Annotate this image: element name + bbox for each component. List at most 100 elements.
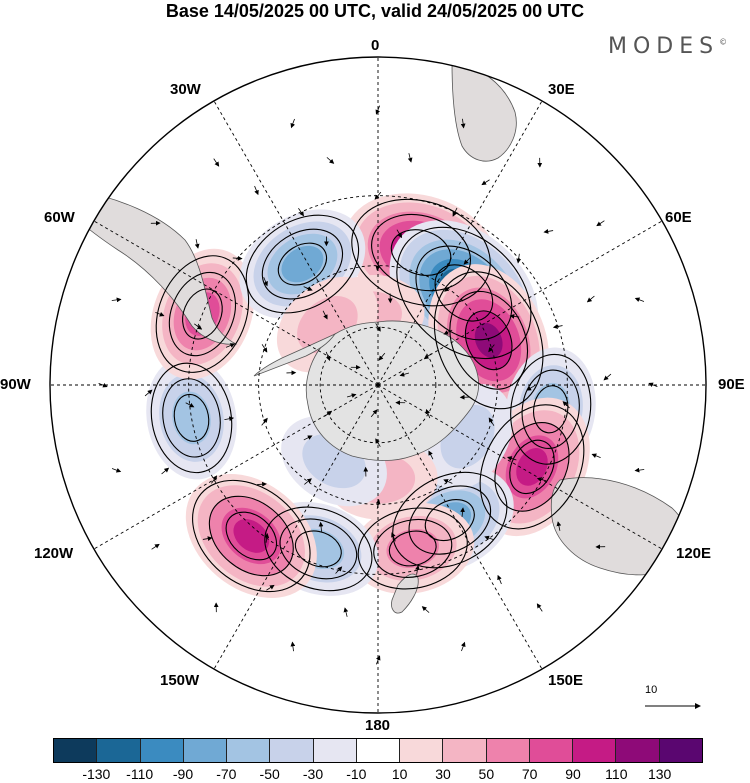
wind-arrow [509,314,520,319]
wind-arrow [304,478,312,485]
colorbar-swatch [443,739,487,762]
colorbar-swatch [400,739,444,762]
negative-anomaly-contour [172,391,211,445]
positive-anomaly-contour [233,519,270,553]
wind-arrow [488,417,495,426]
lon-label-120w: 120W [34,545,74,562]
land-masses [69,61,689,614]
streamline-loop [277,242,328,286]
antarctic-peninsula [253,333,337,377]
colorbar-tick-label: 50 [478,766,495,782]
wind-arrow [543,229,554,234]
streamline-loop [279,518,358,580]
colorbar-tick-label: -50 [259,766,280,782]
map-title: Base 14/05/2025 00 UTC, valid 24/05/2025… [165,1,585,21]
streamline-loop [192,479,311,593]
streamline-loop [155,255,250,373]
lon-label-30e: 30E [548,81,575,98]
lon-label-90e: 90E [718,376,745,393]
wind-arrow [552,324,563,329]
colorbar-tick-label: 30 [435,766,451,782]
wind-arrow [428,450,434,460]
colorbar-tick-label: 110 [605,766,628,782]
map-boundary [49,56,707,714]
positive-anomaly-contour [386,528,440,568]
wind-arrow [185,402,195,408]
wind-arrow [155,311,165,317]
wind-arrow [290,118,296,129]
streamline-loop [509,439,555,495]
wind-arrow [425,409,431,419]
colorbar-swatch [183,739,228,762]
streamline-loop [225,511,278,561]
streamline-loop [373,519,453,578]
wind-arrow [634,297,645,303]
copyright-mark: © [719,37,728,47]
wind-arrow [556,521,562,531]
wind-arrow [460,507,465,518]
wind-arrow [648,382,658,388]
wind-arrow [444,285,452,292]
wind-arrow [562,401,570,409]
colorbar-tick-label: -130 [82,766,111,782]
colorbar-labels: -130 -110 -90 -70 -50 -30 -10 10 30 50 70 90 110 130 [0,766,750,783]
wind-arrow [213,158,220,167]
streamlines [98,105,658,665]
wind-arrow [375,105,381,115]
lon-label-90w: 90W [0,376,31,393]
wind-arrow [298,208,304,217]
wind-arrow [263,277,268,287]
streamline-loop [424,499,475,542]
colorbar-swatch [227,739,271,762]
wind-arrow [322,310,328,320]
colorbar-swatch [140,739,184,762]
streamline-loop [390,229,452,276]
wind-arrow [452,207,458,217]
wind-arrow [586,295,595,303]
africa [451,61,517,162]
streamline-loop [510,353,592,465]
wind-arrow [324,410,333,417]
wind-arrow [211,475,218,484]
wind-arrow [261,344,268,353]
lon-label-150e: 150E [548,672,584,689]
wind-arrow [391,532,396,542]
wind-arrow [98,382,108,388]
wind-arrow [111,467,122,473]
streamline-loop [173,393,210,442]
wind-arrow [303,435,313,441]
streamline-loop [168,271,236,357]
colorbar-swatch [270,739,314,762]
wind-arrow [375,438,381,447]
colorbar-swatch [529,739,574,762]
wind-arrow [225,343,236,348]
wind-arrow [481,179,490,186]
wind-arrow [325,351,331,361]
colorbar-swatch [659,739,702,762]
colorbar-tick-label: -70 [216,766,237,782]
lon-label-180: 180 [365,717,391,734]
wind-arrow [378,352,386,361]
wind-arrow [407,153,413,163]
wind-arrow [526,385,535,391]
wind-arrow [374,191,382,200]
colorbar-swatch [313,739,357,762]
meridian-line [377,384,543,670]
streamline-loop [449,290,528,390]
wind-arrow [224,416,235,422]
wind-arrow [290,641,296,652]
lon-label-60w: 60W [44,209,75,226]
new-zealand [391,573,419,614]
wind-arrow [596,220,605,227]
wind-arrow [326,157,335,164]
streamline-loop [245,214,360,314]
wind-arrow [603,373,612,381]
wind-arrow [415,565,420,575]
wind-arrow [346,393,357,398]
colorbar-tick-label: 130 [647,766,672,782]
colorbar-tick-label: 90 [565,766,581,782]
wind-arrow [375,655,381,665]
colorbar-tick-label: -10 [346,766,367,782]
wind-arrow [591,453,601,459]
latitude-circle [188,195,568,575]
